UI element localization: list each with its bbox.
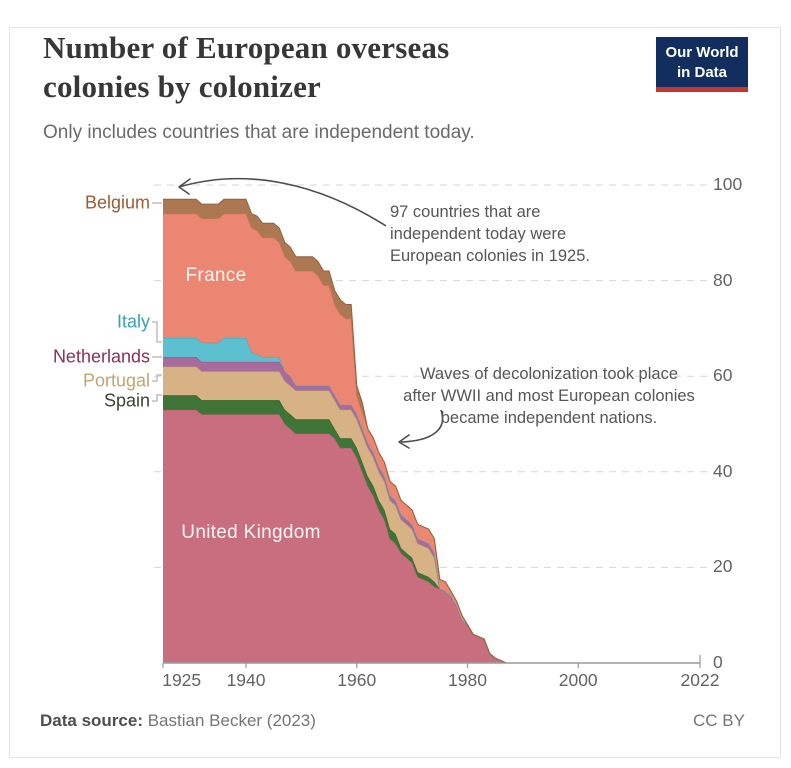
x-tick-label-1960: 1960: [337, 670, 377, 690]
owid-logo-line-1: Our World: [665, 44, 739, 61]
y-tick-label-40: 40: [713, 460, 733, 481]
y-tick-label-0: 0: [713, 652, 723, 672]
license-badge[interactable]: CC BY: [693, 711, 745, 730]
x-tick-label-1925: 1925: [162, 670, 202, 690]
x-tick-label-2022: 2022: [680, 670, 720, 690]
data-source: Data source: Bastian Becker (2023): [40, 711, 316, 731]
y-tick-label-80: 80: [713, 269, 733, 290]
title-line-1: Number of European overseas: [43, 30, 450, 65]
y-tick-label-100: 100: [713, 174, 743, 194]
connector-italy: [152, 321, 162, 343]
annotation-1: 97 countries that are independent today w…: [390, 203, 590, 266]
area-label-france: France: [185, 265, 247, 286]
owid-logo-accent-bar: [656, 87, 748, 92]
x-tick-label-1980: 1980: [448, 670, 487, 690]
connector-spain: [152, 394, 162, 402]
area-united-kingdom: [163, 409, 700, 663]
connector-portugal: [152, 374, 162, 382]
area-label-united-kingdom: United Kingdom: [181, 522, 321, 543]
series-label-italy: Italy: [116, 311, 150, 332]
chart-subtitle: Only includes countries that are indepen…: [43, 122, 475, 143]
annotation-arrow-1: [178, 177, 387, 227]
area-portugal: [163, 366, 700, 663]
series-label-belgium: Belgium: [84, 192, 150, 213]
data-source-label: Data source:: [40, 711, 143, 730]
series-label-spain: Spain: [103, 390, 150, 411]
series-label-netherlands: Netherlands: [52, 346, 150, 367]
y-tick-label-20: 20: [713, 556, 733, 577]
data-source-value: Bastian Becker (2023): [147, 711, 316, 730]
x-tick-label-2000: 2000: [558, 670, 598, 690]
owid-logo-line-2: in Data: [676, 63, 727, 81]
area-france: [163, 213, 700, 663]
x-tick-label-1940: 1940: [226, 670, 266, 690]
series-label-portugal: Portugal: [82, 370, 150, 391]
annotation-arrow-1-head: [178, 178, 191, 195]
owid-logo: Our World in Data: [656, 37, 748, 92]
annotation-arrow-2: [400, 409, 444, 443]
annotation-2: Waves of decolonization took place after …: [403, 365, 695, 428]
annotation-arrow-2-head: [398, 434, 410, 449]
owid-logo-box: Our World in Data: [656, 37, 748, 87]
y-tick-label-60: 60: [713, 365, 733, 386]
title-line-2: colonies by colonizer: [43, 69, 321, 105]
page-title: Number of European overseas colonies by …: [43, 28, 603, 107]
